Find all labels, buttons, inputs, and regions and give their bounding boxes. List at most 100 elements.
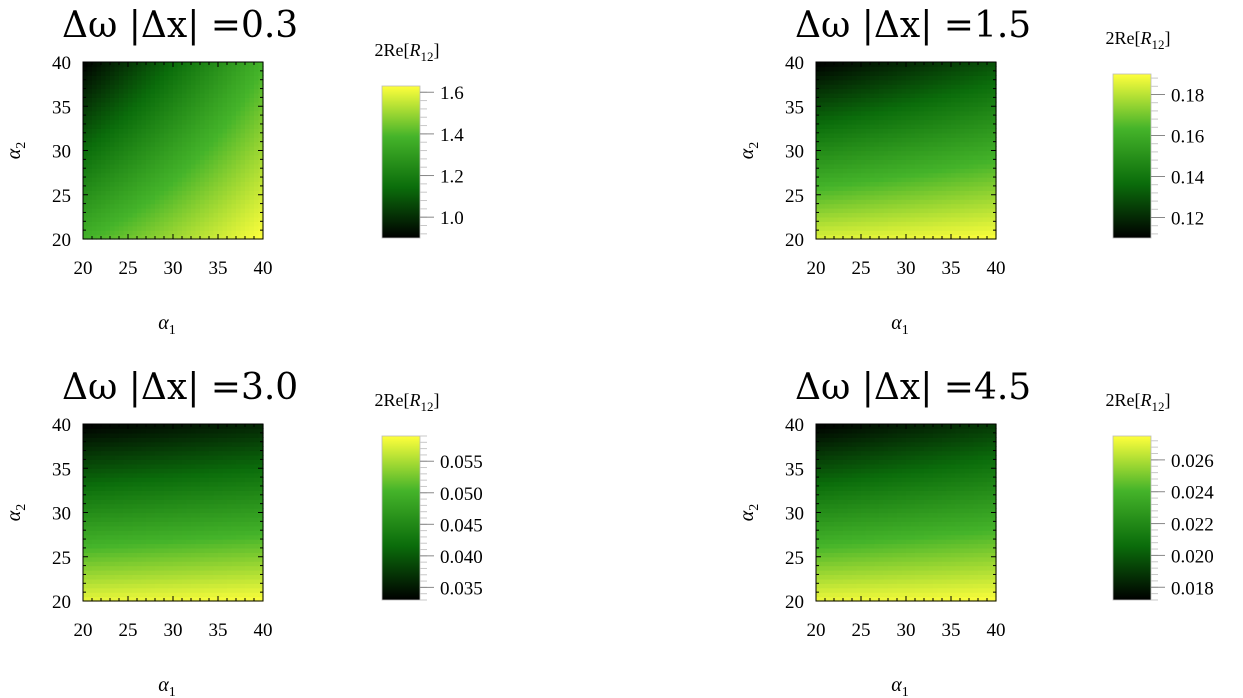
heatmap-cell xyxy=(110,137,116,143)
heatmap-cell xyxy=(182,101,188,107)
heatmap-cell xyxy=(879,92,885,98)
heatmap-cell xyxy=(150,428,156,434)
heatmap-cell xyxy=(942,79,948,85)
heatmap-cell xyxy=(222,154,228,160)
heatmap-cell xyxy=(946,97,952,103)
heatmap-cell xyxy=(164,208,170,214)
heatmap-cell xyxy=(204,485,210,491)
heatmap-cell xyxy=(168,477,174,483)
heatmap-cell xyxy=(937,203,943,209)
heatmap-cell xyxy=(218,432,224,438)
heatmap-cell xyxy=(101,115,107,121)
heatmap-cell xyxy=(164,437,170,443)
heatmap-cell xyxy=(96,468,102,474)
heatmap-cell xyxy=(222,570,228,576)
heatmap-cell xyxy=(924,128,930,134)
heatmap-cell xyxy=(861,212,867,218)
heatmap-cell xyxy=(218,212,224,218)
heatmap-cell xyxy=(236,230,242,236)
heatmap-cell xyxy=(141,432,147,438)
heatmap-cell xyxy=(982,88,988,94)
heatmap-cell xyxy=(87,221,93,227)
heatmap-cell xyxy=(87,539,93,545)
heatmap-cell xyxy=(964,177,970,183)
heatmap-cell xyxy=(254,194,260,200)
heatmap-cell xyxy=(991,177,997,183)
heatmap-cell xyxy=(236,508,242,514)
heatmap-cell xyxy=(245,203,251,209)
heatmap-cell xyxy=(200,503,206,509)
heatmap-cell xyxy=(173,578,179,584)
heatmap-cell xyxy=(892,159,898,165)
heatmap-cell xyxy=(915,106,921,112)
heatmap-cell xyxy=(870,221,876,227)
heatmap-cell xyxy=(245,512,251,518)
heatmap-cell xyxy=(249,150,255,156)
heatmap-cell xyxy=(915,92,921,98)
heatmap-cell xyxy=(987,199,993,205)
heatmap-cell xyxy=(838,163,844,169)
heatmap-cell xyxy=(852,106,858,112)
heatmap-cell xyxy=(964,159,970,165)
heatmap-cell xyxy=(987,150,993,156)
heatmap-cell xyxy=(888,115,894,121)
heatmap-cell xyxy=(825,137,831,143)
heatmap-cell xyxy=(227,185,233,191)
heatmap-cell xyxy=(186,441,192,447)
heatmap-cell xyxy=(173,596,179,602)
heatmap-cell xyxy=(92,556,98,562)
heatmap-cell xyxy=(128,106,134,112)
heatmap-cell xyxy=(236,172,242,178)
heatmap-cell xyxy=(186,490,192,496)
heatmap-cell xyxy=(946,123,952,129)
heatmap-cell xyxy=(825,101,831,107)
heatmap-cell xyxy=(888,172,894,178)
heatmap-cell xyxy=(119,177,125,183)
heatmap-cell xyxy=(829,115,835,121)
heatmap-cell xyxy=(883,101,889,107)
heatmap-cell xyxy=(101,437,107,443)
heatmap-cell xyxy=(222,587,228,593)
heatmap-cell xyxy=(955,172,961,178)
heatmap-cell xyxy=(906,163,912,169)
heatmap-cell xyxy=(254,159,260,165)
heatmap-cell xyxy=(87,432,93,438)
heatmap-cell xyxy=(852,190,858,196)
heatmap-cell xyxy=(820,128,826,134)
y-axis-label: α2 xyxy=(736,142,762,160)
heatmap-cell xyxy=(964,172,970,178)
heatmap-cell xyxy=(249,137,255,143)
heatmap-cell xyxy=(879,172,885,178)
heatmap-cell xyxy=(213,596,219,602)
heatmap-cell xyxy=(195,230,201,236)
heatmap-cell xyxy=(245,503,251,509)
heatmap-cell xyxy=(928,190,934,196)
heatmap-cell xyxy=(820,163,826,169)
heatmap-cell xyxy=(834,225,840,231)
heatmap-cell xyxy=(218,123,224,129)
heatmap-cell xyxy=(209,172,215,178)
heatmap-cell xyxy=(177,101,183,107)
heatmap-cell xyxy=(209,472,215,478)
heatmap-cell xyxy=(92,132,98,138)
heatmap-cell xyxy=(128,468,134,474)
heatmap-cell xyxy=(901,84,907,90)
heatmap-cell xyxy=(83,556,89,562)
heatmap-cell xyxy=(924,154,930,160)
heatmap-cell xyxy=(204,66,210,72)
heatmap-cell xyxy=(128,503,134,509)
heatmap-cell xyxy=(186,503,192,509)
heatmap-cell xyxy=(87,565,93,571)
heatmap-cell xyxy=(213,547,219,553)
heatmap-cell xyxy=(209,221,215,227)
heatmap-cell xyxy=(955,79,961,85)
heatmap-cell xyxy=(159,463,165,469)
heatmap-cell xyxy=(829,141,835,147)
heatmap-cell xyxy=(159,547,165,553)
heatmap-cell xyxy=(155,472,161,478)
heatmap-cell xyxy=(105,543,111,549)
heatmap-cell xyxy=(146,459,152,465)
heatmap-cell xyxy=(955,110,961,116)
heatmap-cell xyxy=(96,459,102,465)
heatmap-cell xyxy=(164,106,170,112)
